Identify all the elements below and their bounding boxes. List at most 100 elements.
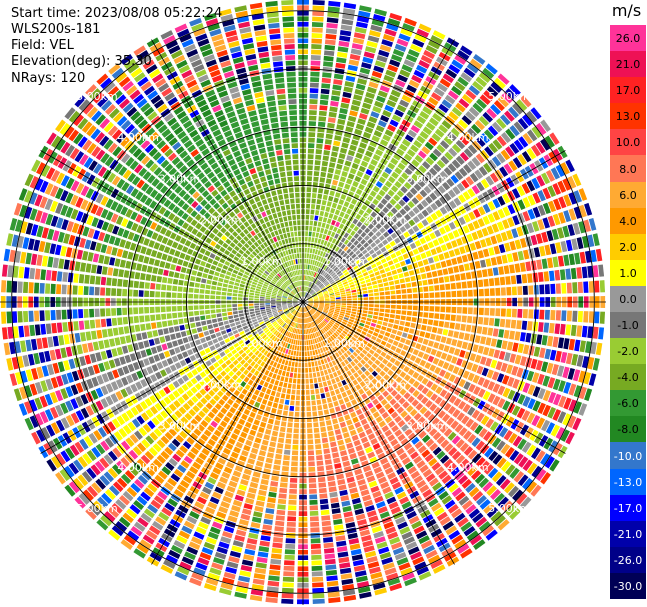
range-gate bbox=[333, 259, 338, 265]
range-gate bbox=[291, 455, 298, 461]
range-gate bbox=[390, 290, 396, 295]
range-gate bbox=[437, 269, 443, 277]
range-gate bbox=[313, 220, 318, 227]
range-gate bbox=[370, 322, 377, 328]
range-gate bbox=[268, 446, 275, 453]
range-gate bbox=[308, 298, 313, 301]
range-gate bbox=[353, 372, 360, 379]
range-gate bbox=[291, 344, 295, 350]
range-gate bbox=[506, 253, 514, 263]
range-gate bbox=[304, 292, 306, 297]
range-gate bbox=[100, 350, 108, 360]
range-gate bbox=[475, 153, 486, 164]
range-gate bbox=[39, 310, 45, 322]
range-gate bbox=[233, 314, 239, 319]
range-gate bbox=[594, 311, 600, 324]
range-gate bbox=[182, 337, 189, 344]
range-gate bbox=[351, 99, 361, 107]
range-gate bbox=[295, 400, 300, 406]
range-gate bbox=[368, 293, 374, 297]
range-gate bbox=[224, 338, 231, 344]
range-gate bbox=[332, 274, 338, 279]
range-gate bbox=[377, 202, 385, 210]
range-gate bbox=[433, 320, 439, 327]
range-gate bbox=[349, 53, 361, 61]
range-gate bbox=[404, 222, 411, 230]
range-gate bbox=[105, 287, 111, 296]
range-gate bbox=[272, 542, 283, 549]
range-gate bbox=[306, 286, 309, 292]
range-gate bbox=[314, 286, 319, 291]
range-gate bbox=[411, 317, 417, 323]
range-gate bbox=[512, 215, 520, 226]
range-gate bbox=[387, 227, 394, 235]
range-gate bbox=[145, 348, 153, 356]
range-gate bbox=[399, 217, 407, 225]
range-gate bbox=[331, 265, 337, 270]
range-gate bbox=[572, 310, 578, 322]
range-gate bbox=[379, 291, 385, 296]
range-gate bbox=[221, 291, 227, 296]
range-gate bbox=[346, 419, 353, 426]
range-gate bbox=[144, 290, 150, 297]
range-gate bbox=[433, 277, 439, 284]
range-gate bbox=[364, 199, 371, 207]
range-gate bbox=[329, 225, 334, 231]
range-gate bbox=[229, 356, 236, 362]
range-gate bbox=[353, 225, 360, 232]
range-gate bbox=[254, 308, 260, 311]
range-gate bbox=[425, 206, 434, 214]
range-gate bbox=[506, 308, 512, 318]
range-gate bbox=[378, 189, 386, 197]
range-gate bbox=[249, 481, 259, 489]
range-gate bbox=[268, 395, 275, 402]
range-gate bbox=[401, 266, 408, 272]
range-gate bbox=[339, 147, 348, 154]
range-gate bbox=[312, 187, 318, 193]
range-gate bbox=[181, 351, 189, 358]
range-gate bbox=[366, 40, 378, 48]
range-gate bbox=[318, 188, 324, 194]
range-gate bbox=[411, 74, 423, 84]
range-gate bbox=[390, 295, 396, 300]
range-gate bbox=[410, 275, 416, 282]
range-gate bbox=[364, 252, 371, 258]
range-gate bbox=[171, 292, 177, 298]
range-gate bbox=[312, 271, 316, 277]
range-gate bbox=[317, 291, 323, 295]
range-gate bbox=[337, 381, 343, 388]
range-gate bbox=[334, 388, 341, 395]
range-gate bbox=[316, 354, 320, 361]
range-gate bbox=[375, 260, 382, 266]
range-gate bbox=[442, 234, 450, 243]
range-gate bbox=[353, 193, 360, 200]
range-gate bbox=[540, 119, 551, 132]
range-gate bbox=[493, 349, 501, 359]
range-gate bbox=[439, 227, 447, 235]
range-gate bbox=[548, 270, 555, 281]
range-gate bbox=[332, 214, 338, 221]
range-gate bbox=[543, 322, 550, 333]
range-gate bbox=[277, 504, 286, 510]
range-gate bbox=[319, 300, 325, 302]
range-gate bbox=[492, 198, 501, 209]
range-gate bbox=[269, 486, 278, 493]
range-gate bbox=[407, 305, 413, 310]
range-gate bbox=[319, 263, 324, 268]
range-gate bbox=[471, 231, 479, 241]
range-gate bbox=[177, 338, 184, 346]
range-gate bbox=[384, 331, 391, 337]
range-gate bbox=[273, 464, 281, 471]
range-gate bbox=[297, 378, 301, 384]
range-gate bbox=[334, 135, 342, 142]
range-gate bbox=[288, 377, 293, 384]
range-gate bbox=[177, 292, 183, 299]
range-gate bbox=[526, 110, 538, 123]
range-gate bbox=[559, 269, 566, 281]
range-gate bbox=[322, 258, 326, 264]
range-gate bbox=[378, 287, 385, 292]
range-gate bbox=[366, 86, 377, 94]
range-gate bbox=[353, 157, 361, 165]
range-gate bbox=[426, 272, 433, 279]
range-gate bbox=[319, 302, 325, 304]
